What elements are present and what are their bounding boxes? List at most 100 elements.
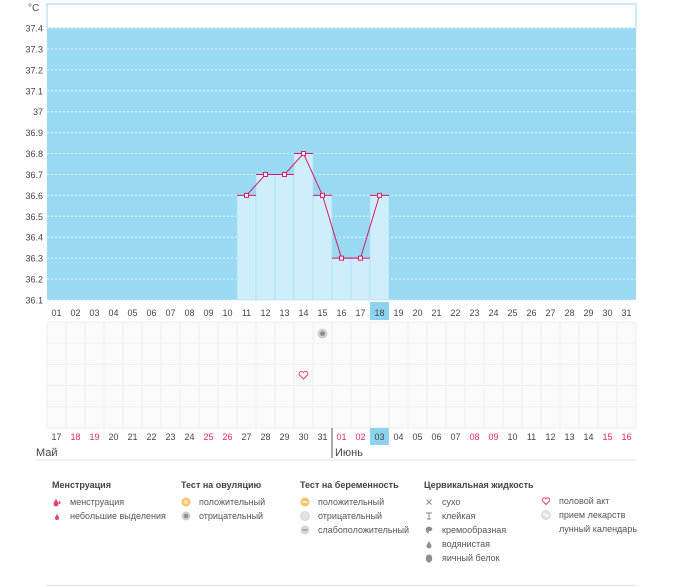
pill-icon bbox=[541, 510, 551, 520]
cycle-day-label: 27 bbox=[545, 308, 555, 318]
cycle-day-label: 06 bbox=[146, 308, 156, 318]
date-label: 01 bbox=[336, 432, 346, 442]
date-label: 12 bbox=[545, 432, 555, 442]
y-unit-label: °C bbox=[28, 3, 39, 14]
legend-item: положительный bbox=[300, 495, 409, 509]
date-label: 28 bbox=[260, 432, 270, 442]
y-tick-label: 36.1 bbox=[25, 296, 43, 306]
cycle-day-label: 15 bbox=[317, 308, 327, 318]
test-negative-icon-core bbox=[320, 331, 325, 337]
date-label: 29 bbox=[279, 432, 289, 442]
temp-point bbox=[320, 192, 325, 198]
legend-item: яичный белок bbox=[424, 551, 534, 565]
y-tick-label: 36.7 bbox=[25, 170, 43, 180]
month-label: Май bbox=[36, 447, 58, 459]
y-tick-label: 37.3 bbox=[25, 44, 43, 54]
legend-pregnancy: Тест на беременность положительный отриц… bbox=[300, 480, 409, 537]
date-label: 07 bbox=[450, 432, 460, 442]
y-tick-label: 37.2 bbox=[25, 65, 43, 75]
cycle-day-label: 01 bbox=[51, 308, 61, 318]
cycle-day-label: 19 bbox=[393, 308, 403, 318]
cycle-day-label: 22 bbox=[450, 308, 460, 318]
legend-other: половой акт прием лекарств лунный календ… bbox=[541, 494, 637, 536]
cycle-day-label: 20 bbox=[412, 308, 422, 318]
cycle-day-label: 30 bbox=[602, 308, 612, 318]
cycle-day-label: 07 bbox=[165, 308, 175, 318]
sticky-icon bbox=[426, 512, 432, 520]
watery-icon bbox=[426, 540, 432, 549]
cycle-day-label: 13 bbox=[279, 308, 289, 318]
heart-icon bbox=[541, 497, 551, 506]
date-label: 27 bbox=[241, 432, 251, 442]
pregnancy-positive-icon bbox=[300, 497, 310, 507]
cycle-day-label: 31 bbox=[621, 308, 631, 318]
date-label: 03 bbox=[374, 432, 384, 442]
temp-bar bbox=[350, 257, 371, 301]
cycle-day-label: 05 bbox=[127, 308, 137, 318]
legend-title: Тест на беременность bbox=[300, 480, 399, 490]
date-label: 20 bbox=[108, 432, 118, 442]
cycle-day-label: 25 bbox=[507, 308, 517, 318]
y-tick-label: 36.5 bbox=[25, 212, 43, 222]
date-label: 26 bbox=[222, 432, 232, 442]
cycle-day-label: 11 bbox=[242, 308, 251, 318]
cycle-day-label: 17 bbox=[355, 308, 365, 318]
temp-bar bbox=[312, 195, 333, 301]
temp-point bbox=[263, 171, 268, 177]
cycle-day-label: 16 bbox=[336, 308, 346, 318]
egg-white-icon bbox=[425, 554, 433, 563]
dry-icon bbox=[426, 499, 432, 505]
cycle-day-label: 08 bbox=[184, 308, 194, 318]
date-label: 23 bbox=[165, 432, 175, 442]
pregnancy-negative-icon bbox=[300, 511, 310, 521]
temp-bar bbox=[369, 195, 390, 301]
legend-item: слабоположительный bbox=[300, 523, 409, 537]
y-tick-label: 36.8 bbox=[25, 149, 43, 159]
current-day-highlight bbox=[370, 302, 389, 320]
date-label: 02 bbox=[355, 432, 365, 442]
cycle-day-label: 24 bbox=[488, 308, 498, 318]
y-tick-label: 37 bbox=[33, 107, 43, 117]
date-label: 17 bbox=[51, 432, 61, 442]
date-label: 04 bbox=[393, 432, 403, 442]
temp-bar bbox=[274, 174, 295, 301]
temp-point bbox=[358, 255, 363, 261]
legend-item: небольшие выделения bbox=[52, 509, 166, 523]
temp-point bbox=[339, 255, 344, 261]
pregnancy-weak-icon bbox=[300, 525, 310, 535]
temp-bar bbox=[255, 174, 276, 301]
creamy-icon bbox=[425, 526, 433, 534]
test-positive-icon bbox=[181, 497, 191, 507]
legend-item: клейкая bbox=[424, 509, 534, 523]
month-label: Июнь bbox=[335, 447, 363, 459]
cycle-day-label: 14 bbox=[298, 308, 308, 318]
temp-point bbox=[301, 151, 306, 157]
symptom-grid bbox=[47, 322, 636, 428]
legend-item: водянистая bbox=[424, 537, 534, 551]
legend-item: отрицательный bbox=[181, 509, 265, 523]
cycle-day-label: 12 bbox=[260, 308, 270, 318]
plot-top-band bbox=[46, 3, 637, 29]
date-label: 30 bbox=[298, 432, 308, 442]
y-tick-label: 36.6 bbox=[25, 191, 43, 201]
cycle-day-label: 10 bbox=[222, 308, 232, 318]
legend-item: прием лекарств bbox=[541, 508, 637, 522]
date-label: 25 bbox=[203, 432, 213, 442]
heart-icon bbox=[298, 370, 309, 380]
temp-point bbox=[282, 171, 287, 177]
date-label: 08 bbox=[469, 432, 479, 442]
legend-title: Цервикальная жидкость bbox=[424, 480, 534, 490]
y-tick-label: 37.1 bbox=[25, 86, 43, 96]
plot-area bbox=[47, 28, 636, 300]
legend-ovulation: Тест на овуляцию положительный отрицател… bbox=[181, 480, 265, 523]
cycle-day-label: 26 bbox=[526, 308, 536, 318]
cycle-day-label: 04 bbox=[108, 308, 118, 318]
date-label: 05 bbox=[412, 432, 422, 442]
legend-item: менструация bbox=[52, 495, 166, 509]
cycle-day-label: 18 bbox=[374, 308, 384, 318]
date-label: 06 bbox=[431, 432, 441, 442]
date-label: 10 bbox=[507, 432, 517, 442]
temp-point bbox=[377, 192, 382, 198]
moon-icon bbox=[543, 525, 548, 533]
cycle-day-label: 23 bbox=[469, 308, 479, 318]
